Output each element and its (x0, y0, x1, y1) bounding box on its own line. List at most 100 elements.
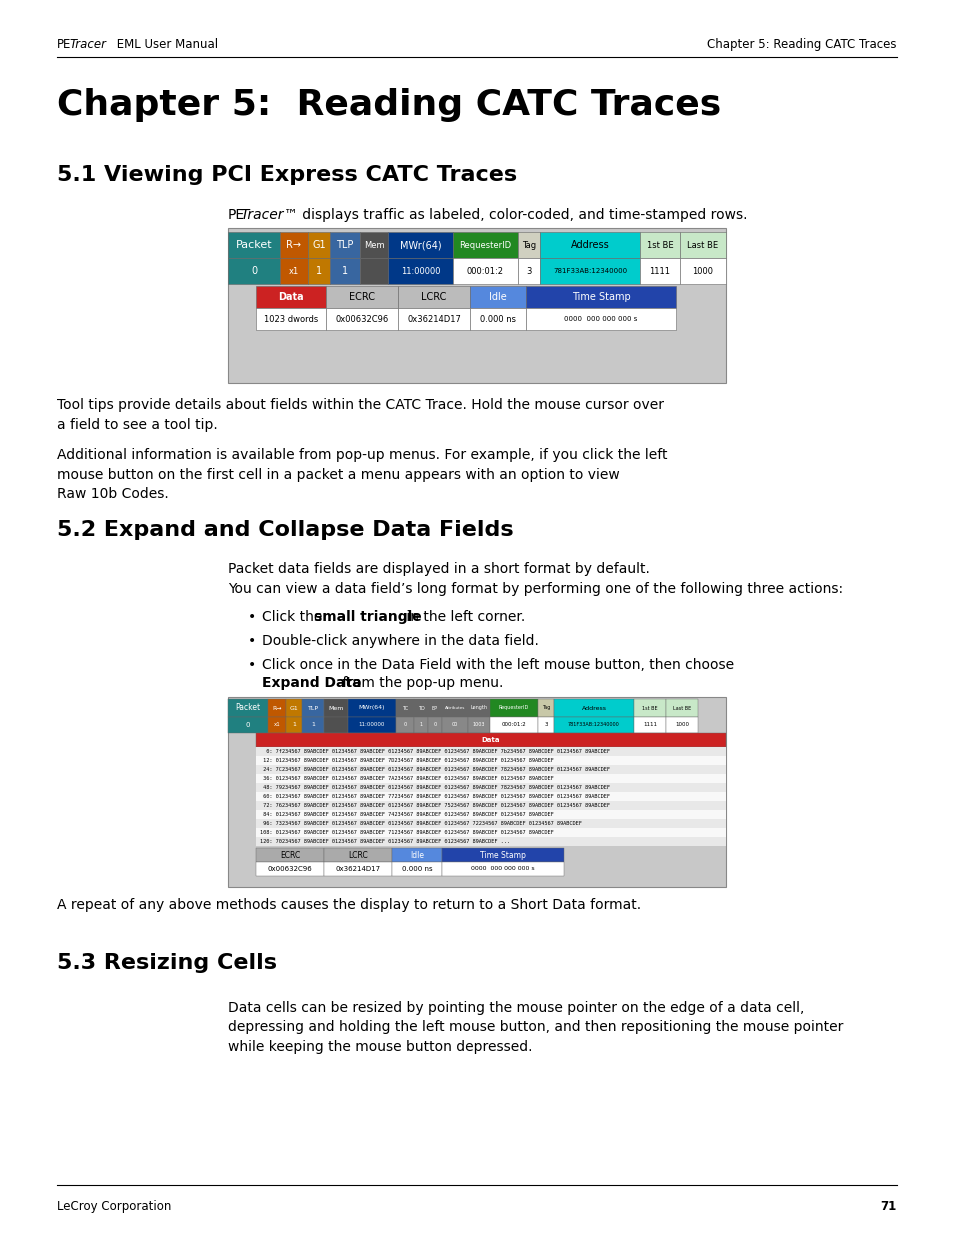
Text: 84: 01234567 89ABCDEF 01234567 89ABCDEF 74234567 89ABCDEF 01234567 89ABCDEF 0123: 84: 01234567 89ABCDEF 01234567 89ABCDEF … (260, 811, 553, 818)
Bar (470, 308, 525, 330)
Text: Click the: Click the (262, 610, 327, 624)
Bar (453, 232, 517, 258)
Text: G1: G1 (312, 240, 326, 249)
Text: 00: 00 (452, 722, 457, 727)
Bar (679, 258, 725, 284)
Text: Data: Data (481, 737, 499, 743)
Text: Data cells can be resized by pointing the mouse pointer on the edge of a data ce: Data cells can be resized by pointing th… (228, 1002, 842, 1053)
Text: Expand Data: Expand Data (262, 676, 361, 690)
Text: 71: 71 (880, 1200, 896, 1213)
Text: 0.000 ns: 0.000 ns (401, 866, 432, 872)
Bar (280, 258, 308, 284)
Bar (395, 718, 414, 734)
Text: LeCroy Corporation: LeCroy Corporation (57, 1200, 172, 1213)
Text: Tracer: Tracer (240, 207, 283, 222)
Text: PE: PE (228, 207, 245, 222)
Bar (490, 699, 537, 718)
Bar (255, 774, 725, 783)
Bar (255, 862, 324, 876)
Text: 1003: 1003 (473, 722, 485, 727)
Text: 5.1 Viewing PCI Express CATC Traces: 5.1 Viewing PCI Express CATC Traces (57, 165, 517, 185)
Text: 60: 01234567 89ABCDEF 01234567 89ABCDEF 77234567 89ABCDEF 01234567 89ABCDEF 0123: 60: 01234567 89ABCDEF 01234567 89ABCDEF … (260, 794, 609, 799)
Bar (441, 862, 563, 876)
Bar (324, 718, 348, 734)
Text: 1st BE: 1st BE (641, 705, 658, 710)
Text: Chapter 5: Reading CATC Traces: Chapter 5: Reading CATC Traces (707, 38, 896, 51)
Text: 1111: 1111 (642, 722, 657, 727)
Bar (255, 764, 725, 774)
Bar (324, 848, 392, 862)
Text: G1: G1 (290, 705, 298, 710)
Text: Last BE: Last BE (687, 241, 718, 249)
Text: 0000  000 000 000 s: 0000 000 000 000 s (471, 867, 535, 872)
Text: TC: TC (401, 705, 408, 710)
Bar (255, 756, 725, 764)
Bar (255, 819, 725, 827)
Bar (470, 287, 525, 308)
Text: 1st BE: 1st BE (646, 241, 673, 249)
Text: 1023 dwords: 1023 dwords (264, 315, 317, 324)
Text: Tracer: Tracer (70, 38, 107, 51)
Text: 5.2 Expand and Collapse Data Fields: 5.2 Expand and Collapse Data Fields (57, 520, 513, 540)
Bar (330, 232, 359, 258)
Text: TLP: TLP (336, 240, 354, 249)
Bar (414, 699, 428, 718)
Bar (324, 699, 348, 718)
Bar (255, 827, 725, 837)
Bar (326, 287, 397, 308)
Text: from the pop-up menu.: from the pop-up menu. (337, 676, 503, 690)
Bar (525, 287, 676, 308)
Text: ECRC: ECRC (349, 291, 375, 303)
Text: RequesterID: RequesterID (498, 705, 529, 710)
Text: 1: 1 (419, 722, 422, 727)
Bar (665, 718, 698, 734)
Text: Tag: Tag (521, 241, 536, 249)
Text: 000:01:2: 000:01:2 (501, 722, 526, 727)
Text: x1: x1 (289, 267, 299, 275)
Bar (268, 718, 286, 734)
Bar (348, 718, 395, 734)
Bar (280, 232, 308, 258)
Text: 0: 0 (251, 266, 256, 275)
Bar (255, 848, 324, 862)
Bar (441, 718, 468, 734)
Bar (468, 699, 490, 718)
Bar (228, 232, 280, 258)
Text: 1: 1 (315, 266, 322, 275)
Text: 0: 0 (246, 722, 250, 727)
Text: Packet: Packet (235, 704, 260, 713)
Text: 108: 01234567 89ABCDEF 01234567 89ABCDEF 71234567 89ABCDEF 01234567 89ABCDEF 012: 108: 01234567 89ABCDEF 01234567 89ABCDEF… (260, 830, 553, 835)
Text: 96: 73234567 89ABCDEF 01234567 89ABCDEF 01234567 89ABCDEF 01234567 72234567 89AB: 96: 73234567 89ABCDEF 01234567 89ABCDEF … (260, 821, 581, 826)
Text: Additional information is available from pop-up menus. For example, if you click: Additional information is available from… (57, 448, 667, 501)
Text: 24: 7C234567 89ABCDEF 01234567 89ABCDEF 01234567 89ABCDEF 01234567 89ABCDEF 7823: 24: 7C234567 89ABCDEF 01234567 89ABCDEF … (260, 767, 609, 772)
Text: MWr(64): MWr(64) (358, 705, 385, 710)
Text: Packet: Packet (235, 240, 272, 249)
Text: Click once in the Data Field with the left mouse button, then choose: Click once in the Data Field with the le… (262, 658, 734, 672)
Text: TD: TD (417, 705, 424, 710)
Text: 120: 70234567 89ABCDEF 01234567 89ABCDEF 01234567 89ABCDEF 01234567 89ABCDEF ...: 120: 70234567 89ABCDEF 01234567 89ABCDEF… (260, 839, 510, 844)
Text: R→: R→ (286, 240, 301, 249)
Bar (634, 718, 665, 734)
Bar (441, 699, 468, 718)
Text: EP: EP (432, 705, 437, 710)
Text: Address: Address (581, 705, 606, 710)
Text: Time Stamp: Time Stamp (479, 851, 525, 860)
Bar (255, 308, 326, 330)
Text: 0000  000 000 000 s: 0000 000 000 000 s (564, 316, 637, 322)
Text: Mem: Mem (328, 705, 343, 710)
Text: RequesterID: RequesterID (459, 241, 511, 249)
Bar (255, 802, 725, 810)
Bar (517, 232, 539, 258)
Text: Double-click anywhere in the data field.: Double-click anywhere in the data field. (262, 634, 538, 648)
Text: 781F33AB:12340000: 781F33AB:12340000 (568, 722, 619, 727)
Text: A repeat of any above methods causes the display to return to a Short Data forma: A repeat of any above methods causes the… (57, 898, 640, 911)
Bar (554, 699, 634, 718)
Text: Last BE: Last BE (672, 705, 690, 710)
Text: 781F33AB:12340000: 781F33AB:12340000 (553, 268, 626, 274)
Bar (286, 699, 302, 718)
Bar (537, 699, 554, 718)
Bar (395, 699, 414, 718)
Text: 72: 76234567 89ABCDEF 01234567 89ABCDEF 01234567 89ABCDEF 75234567 89ABCDEF 0123: 72: 76234567 89ABCDEF 01234567 89ABCDEF … (260, 803, 609, 808)
Text: 36: 01234567 89ABCDEF 01234567 89ABCDEF 7A234567 89ABCDEF 01234567 89ABCDEF 0123: 36: 01234567 89ABCDEF 01234567 89ABCDEF … (260, 776, 553, 781)
Text: Time Stamp: Time Stamp (571, 291, 630, 303)
